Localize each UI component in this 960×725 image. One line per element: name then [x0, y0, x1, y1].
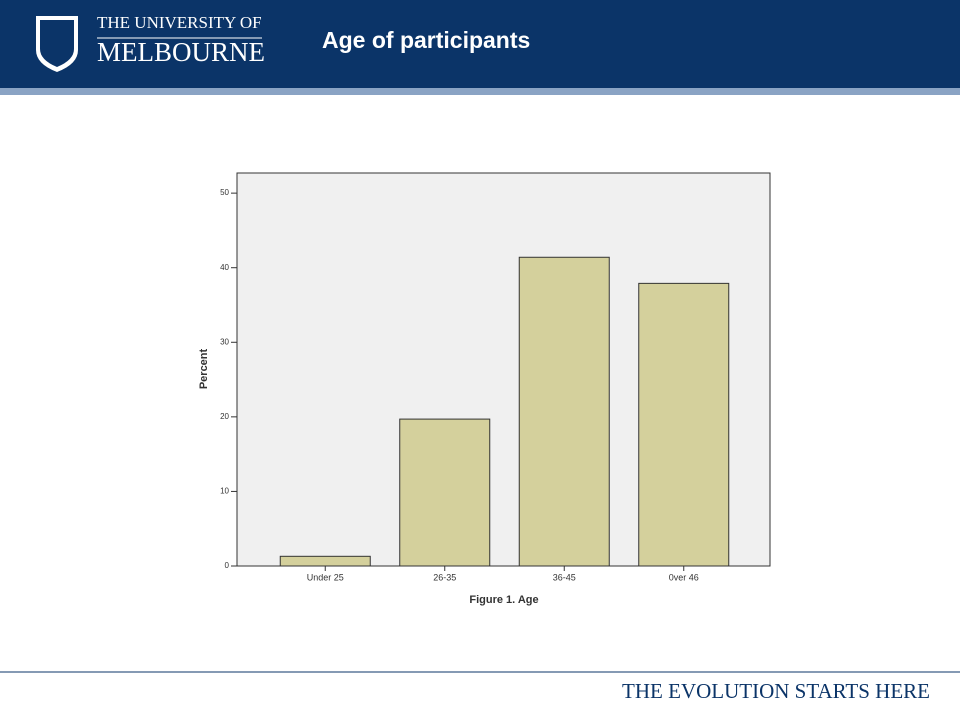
university-line2: MELBOURNE	[97, 37, 265, 67]
y-tick-label: 30	[220, 337, 229, 346]
y-tick-label: 50	[220, 188, 229, 197]
y-tick-label: 20	[220, 412, 229, 421]
x-axis-label: Figure 1. Age	[469, 594, 538, 606]
slide-title: Age of participants	[322, 27, 530, 53]
x-tick-label: 26-35	[433, 572, 456, 582]
y-tick-label: 0	[225, 561, 230, 570]
x-tick-label: 0ver 46	[669, 572, 699, 582]
bar	[279, 555, 371, 567]
bar	[518, 256, 610, 567]
university-line1: THE UNIVERSITY OF	[97, 13, 262, 32]
y-tick-label: 10	[220, 487, 229, 496]
footer-tagline: THE EVOLUTION STARTS HERE	[622, 679, 930, 703]
bar	[399, 418, 491, 567]
x-tick-label: 36-45	[553, 572, 576, 582]
crest-inner	[40, 20, 74, 67]
header-bar	[0, 0, 960, 88]
y-tick-label: 40	[220, 263, 229, 272]
y-axis-label: Percent	[198, 348, 210, 389]
header-strip	[0, 88, 960, 95]
bar	[638, 282, 730, 567]
x-tick-label: Under 25	[307, 572, 344, 582]
